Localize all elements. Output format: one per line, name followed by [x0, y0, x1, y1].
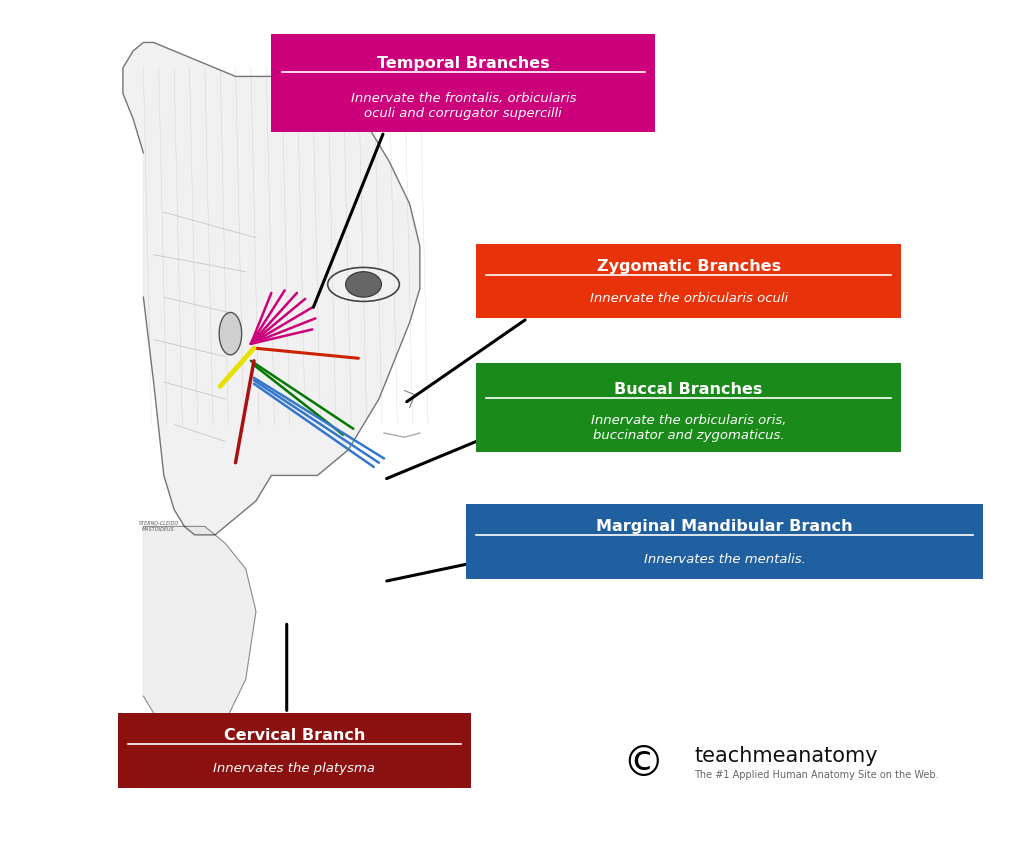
Text: Marginal Mandibular Branch: Marginal Mandibular Branch: [596, 520, 853, 534]
Text: Innervate the orbicularis oculi: Innervate the orbicularis oculi: [590, 292, 787, 306]
FancyBboxPatch shape: [466, 504, 983, 579]
Ellipse shape: [219, 312, 242, 355]
Text: Innervates the platysma: Innervates the platysma: [213, 762, 376, 775]
FancyBboxPatch shape: [476, 363, 901, 452]
FancyBboxPatch shape: [476, 244, 901, 318]
FancyBboxPatch shape: [118, 713, 471, 788]
Text: The #1 Applied Human Anatomy Site on the Web.: The #1 Applied Human Anatomy Site on the…: [694, 770, 939, 780]
FancyBboxPatch shape: [271, 34, 655, 132]
Text: Innervates the mentalis.: Innervates the mentalis.: [643, 553, 806, 566]
Text: ©: ©: [623, 743, 664, 785]
Polygon shape: [143, 526, 256, 747]
Text: Buccal Branches: Buccal Branches: [614, 382, 763, 396]
Text: STERNO-CLEIDO
MASTOIDEUS: STERNO-CLEIDO MASTOIDEUS: [138, 521, 179, 531]
Text: Temporal Branches: Temporal Branches: [377, 56, 550, 70]
Ellipse shape: [345, 272, 381, 297]
Text: Innervate the orbicularis oris,
buccinator and zygomaticus.: Innervate the orbicularis oris, buccinat…: [591, 414, 786, 442]
Text: Cervical Branch: Cervical Branch: [223, 728, 366, 743]
Text: Innervate the frontalis, orbicularis
oculi and corrugator supercilli: Innervate the frontalis, orbicularis ocu…: [350, 93, 577, 121]
Text: Zygomatic Branches: Zygomatic Branches: [597, 259, 780, 273]
Text: teachmeanatomy: teachmeanatomy: [694, 745, 878, 766]
Polygon shape: [123, 42, 420, 535]
